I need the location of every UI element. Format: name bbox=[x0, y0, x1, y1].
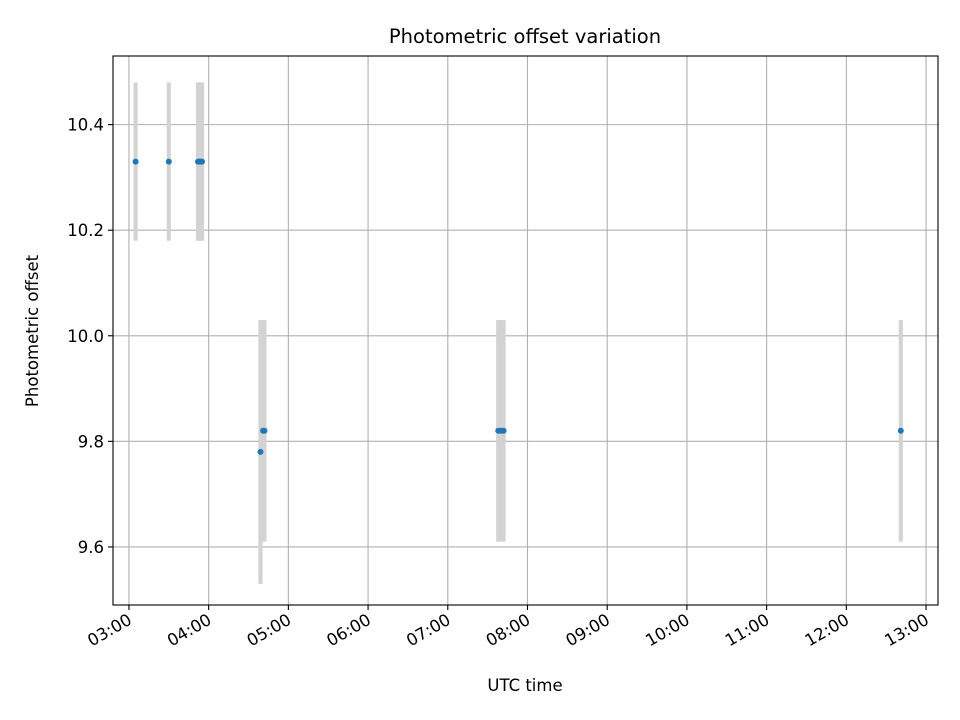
x-tick-label: 12:00 bbox=[802, 610, 853, 650]
data-point bbox=[500, 427, 507, 434]
y-axis-label: Photometric offset bbox=[23, 254, 42, 407]
y-tick-label: 10.4 bbox=[67, 116, 104, 135]
data-point bbox=[132, 158, 139, 165]
x-tick-label: 10:00 bbox=[642, 610, 693, 650]
data-point bbox=[199, 158, 206, 165]
x-tick-label: 11:00 bbox=[722, 610, 773, 650]
x-tick-label: 03:00 bbox=[84, 610, 135, 650]
data-points bbox=[132, 158, 904, 455]
y-tick-label: 9.6 bbox=[78, 538, 104, 557]
grid bbox=[113, 56, 938, 605]
y-tick-label: 10.0 bbox=[67, 327, 104, 346]
x-axis-label: UTC time bbox=[487, 676, 562, 695]
y-tick-label: 9.8 bbox=[78, 432, 104, 451]
x-tick-label: 05:00 bbox=[244, 610, 295, 650]
x-tick-label: 13:00 bbox=[881, 610, 932, 650]
y-axis-ticks: 9.6 9.8 10.0 10.2 10.4 bbox=[67, 116, 113, 557]
error-bars bbox=[133, 82, 903, 584]
data-point bbox=[897, 427, 904, 434]
x-tick-label: 07:00 bbox=[403, 610, 454, 650]
data-point bbox=[261, 427, 268, 434]
x-tick-label: 09:00 bbox=[563, 610, 614, 650]
y-tick-label: 10.2 bbox=[67, 221, 104, 240]
x-tick-label: 06:00 bbox=[323, 610, 374, 650]
x-axis-ticks: 03:00 04:00 05:00 06:00 07:00 08:00 09:00 10:00… bbox=[84, 605, 932, 650]
data-point bbox=[165, 158, 172, 165]
data-point bbox=[257, 448, 264, 455]
x-tick-label: 08:00 bbox=[483, 610, 534, 650]
x-tick-label: 04:00 bbox=[164, 610, 215, 650]
chart-title: Photometric offset variation bbox=[389, 25, 661, 48]
plot-frame bbox=[112, 55, 939, 606]
